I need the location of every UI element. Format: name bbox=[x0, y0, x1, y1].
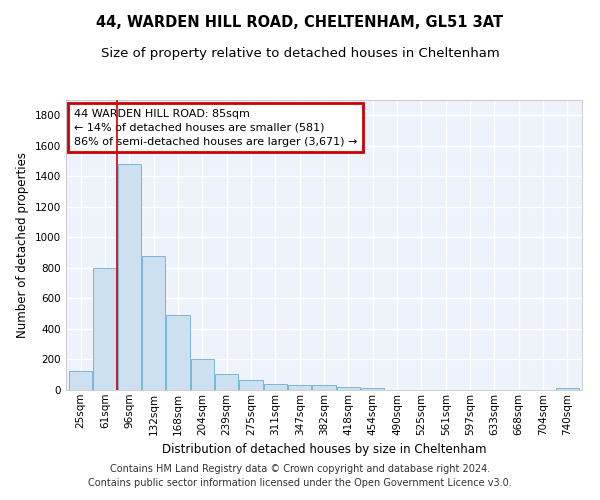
Text: Size of property relative to detached houses in Cheltenham: Size of property relative to detached ho… bbox=[101, 48, 499, 60]
Bar bbox=[337, 386, 360, 390]
Text: Contains HM Land Registry data © Crown copyright and database right 2024.
Contai: Contains HM Land Registry data © Crown c… bbox=[88, 464, 512, 487]
Bar bbox=[166, 315, 190, 390]
Bar bbox=[313, 386, 335, 390]
Bar bbox=[264, 384, 287, 390]
Text: 44, WARDEN HILL ROAD, CHELTENHAM, GL51 3AT: 44, WARDEN HILL ROAD, CHELTENHAM, GL51 3… bbox=[97, 15, 503, 30]
Y-axis label: Number of detached properties: Number of detached properties bbox=[16, 152, 29, 338]
Bar bbox=[69, 371, 92, 390]
Bar bbox=[361, 388, 384, 390]
Bar bbox=[142, 256, 165, 390]
Text: 44 WARDEN HILL ROAD: 85sqm
← 14% of detached houses are smaller (581)
86% of sem: 44 WARDEN HILL ROAD: 85sqm ← 14% of deta… bbox=[74, 108, 357, 146]
Bar bbox=[239, 380, 263, 390]
Bar bbox=[556, 388, 579, 390]
Bar bbox=[94, 268, 116, 390]
X-axis label: Distribution of detached houses by size in Cheltenham: Distribution of detached houses by size … bbox=[162, 443, 486, 456]
Bar bbox=[191, 358, 214, 390]
Bar bbox=[118, 164, 141, 390]
Bar bbox=[288, 384, 311, 390]
Bar bbox=[215, 374, 238, 390]
